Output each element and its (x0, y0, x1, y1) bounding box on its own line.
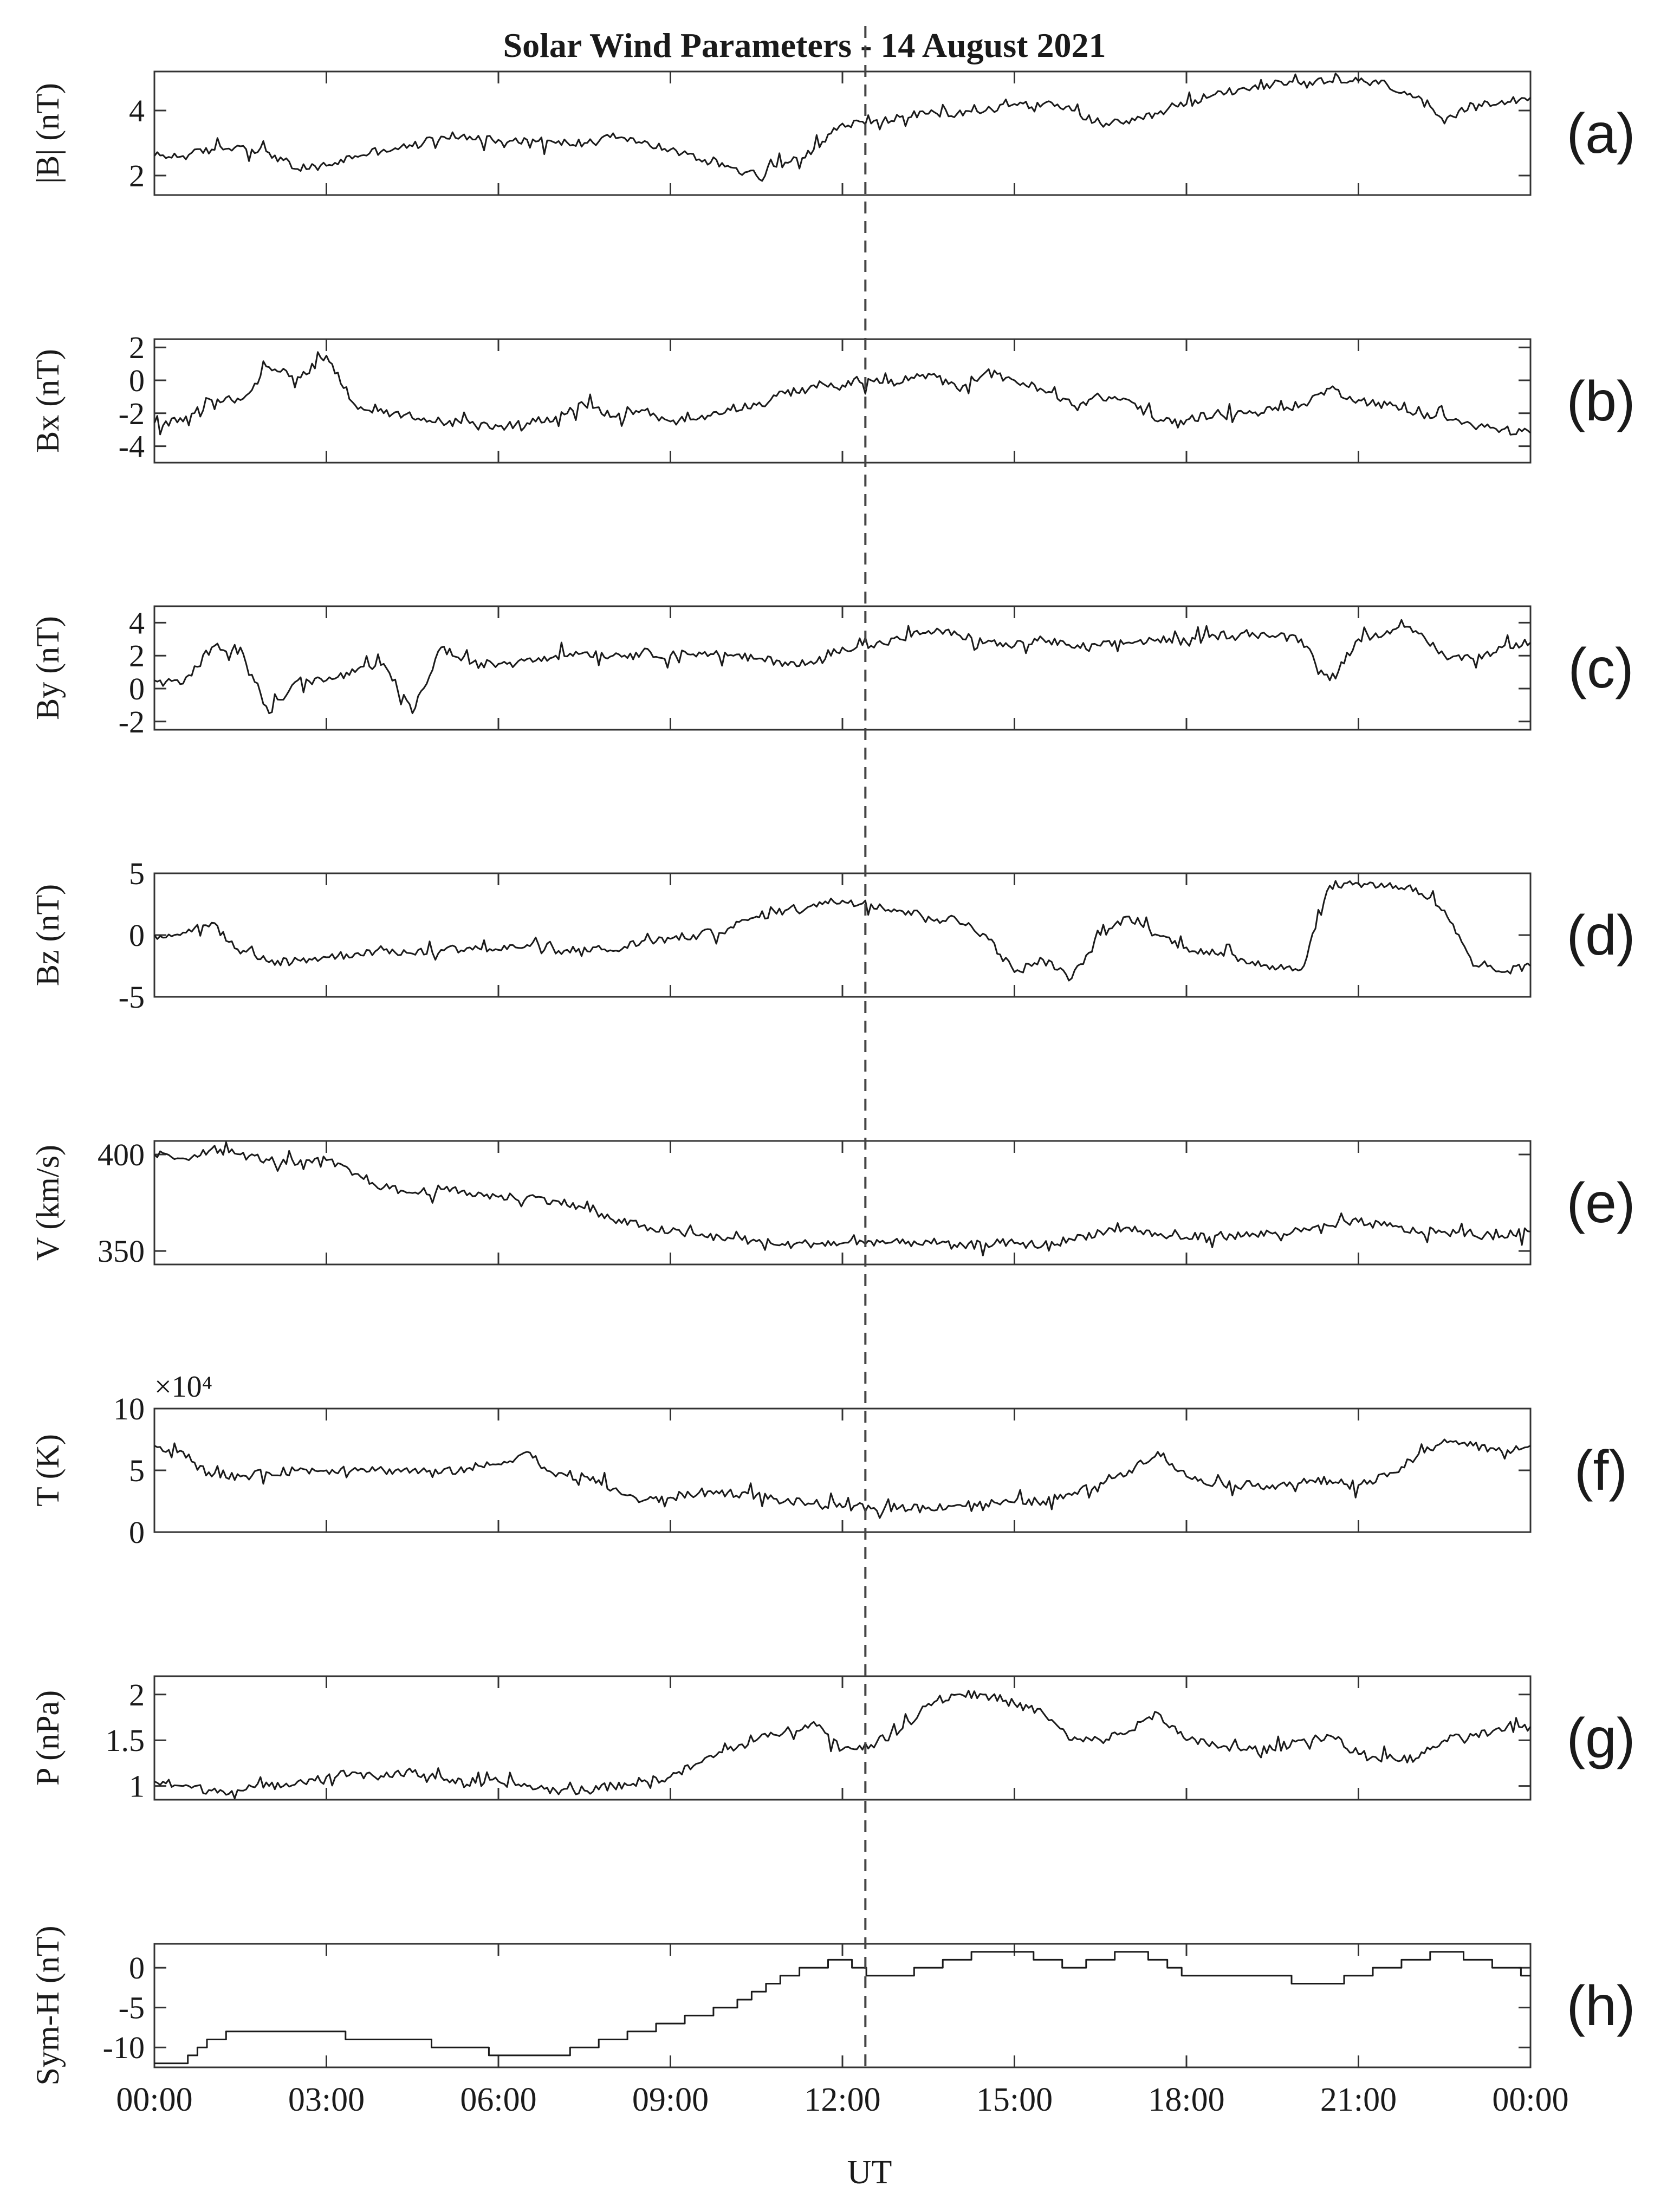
y-axis-label: P (nPa) (30, 1690, 66, 1786)
panel-7: 1 1.5 2 P (nPa) (g) (30, 1675, 1636, 1804)
x-tick-label: 00:00 (116, 2081, 192, 2118)
plot-frame (153, 338, 1532, 464)
y-tick-label: 350 (98, 1234, 145, 1269)
plot-frame (153, 1675, 1532, 1801)
panel-5: 350 400 V (km/s) (e) (30, 1137, 1636, 1269)
panel-2: -4-202 Bx (nT) (b) (30, 330, 1636, 464)
series-line-5 (153, 1141, 1531, 1256)
y-tick-label: 4 (129, 605, 145, 640)
y-tick-label: 4 (129, 93, 145, 128)
plot-frame (153, 1407, 1532, 1533)
y-tick-label: 0 (129, 671, 145, 706)
chart-title: Solar Wind Parameters - 14 August 2021 (503, 26, 1106, 64)
axis-multiplier: ×10⁴ (154, 1370, 212, 1404)
y-tick-label: 2 (129, 158, 145, 193)
plot-frame (153, 1943, 1532, 2068)
y-tick-label: -2 (119, 704, 145, 740)
plot-frame (153, 872, 1532, 998)
y-tick-label: 2 (129, 638, 145, 673)
time-axis: 00:00 03:00 06:00 09:00 12:00 15:00 18:00 21:00… (116, 2081, 1568, 2118)
y-axis-label: Bx (nT) (30, 349, 66, 453)
panel-tag: (f) (1574, 1439, 1627, 1502)
series-line-7 (154, 1690, 1532, 1800)
panel-tag: (c) (1568, 637, 1633, 700)
series-line-1 (153, 73, 1532, 182)
panel-8: -10 -5 0 Sym-H (nT) (h) (30, 1926, 1636, 2086)
y-tick-label: 5 (129, 856, 145, 891)
x-tick-label: 18:00 (1148, 2081, 1224, 2118)
x-axis-label: UT (847, 2154, 892, 2191)
y-tick-label: 2 (129, 1677, 145, 1713)
y-tick-label: 1.5 (106, 1723, 145, 1758)
y-tick-label: -5 (119, 1990, 145, 2026)
y-tick-label: 0 (129, 1950, 145, 1986)
panel-tag: (e) (1566, 1172, 1635, 1235)
y-tick-label: 400 (98, 1137, 145, 1172)
x-tick-label: 03:00 (288, 2081, 365, 2118)
panel-tag: (h) (1566, 1975, 1635, 2038)
series-line-8 (154, 1951, 1530, 2065)
y-tick-label: 2 (129, 330, 145, 365)
panel-1: 2 4 |B| (nT) (a) (30, 70, 1636, 196)
y-tick-label: 0 (129, 918, 145, 953)
x-tick-label: 00:00 (1492, 2081, 1568, 2118)
plot-frame (153, 1140, 1532, 1266)
series-line-6 (154, 1438, 1531, 1519)
y-tick-label: -2 (119, 396, 145, 431)
series-line-3 (154, 619, 1532, 715)
y-tick-label: -4 (119, 429, 145, 464)
y-tick-label: 0 (129, 1515, 145, 1550)
y-tick-label: 1 (129, 1769, 145, 1804)
y-axis-label: By (nT) (30, 616, 66, 720)
panel-4: -5 0 5 Bz (nT) (d) (30, 856, 1636, 1015)
panel-tag: (a) (1566, 102, 1635, 165)
panel-tag: (d) (1566, 904, 1635, 967)
y-tick-label: 0 (129, 363, 145, 398)
y-axis-label: |B| (nT) (30, 83, 66, 184)
x-tick-label: 12:00 (804, 2081, 880, 2118)
series-line-4 (153, 880, 1531, 982)
plot-frame (153, 70, 1532, 196)
panel-tag: (b) (1566, 370, 1635, 433)
x-tick-label: 09:00 (632, 2081, 709, 2118)
y-tick-label: 10 (113, 1391, 145, 1426)
y-tick-label: 5 (129, 1453, 145, 1488)
y-axis-label: V (km/s) (30, 1145, 66, 1261)
series-line-2 (153, 351, 1532, 436)
panel-tag: (g) (1566, 1707, 1635, 1770)
y-axis-label: Sym-H (nT) (30, 1926, 66, 2086)
y-axis-label: Bz (nT) (30, 884, 66, 986)
x-tick-label: 15:00 (976, 2081, 1053, 2118)
y-axis-label: T (K) (30, 1434, 66, 1507)
y-tick-label: -10 (103, 2030, 145, 2065)
x-tick-label: 21:00 (1320, 2081, 1397, 2118)
x-tick-label: 06:00 (460, 2081, 536, 2118)
plot-frame (153, 605, 1532, 731)
panel-6: 0 5 10 T (K) ×10⁴ (f) (30, 1370, 1627, 1550)
y-tick-label: -5 (119, 980, 145, 1015)
